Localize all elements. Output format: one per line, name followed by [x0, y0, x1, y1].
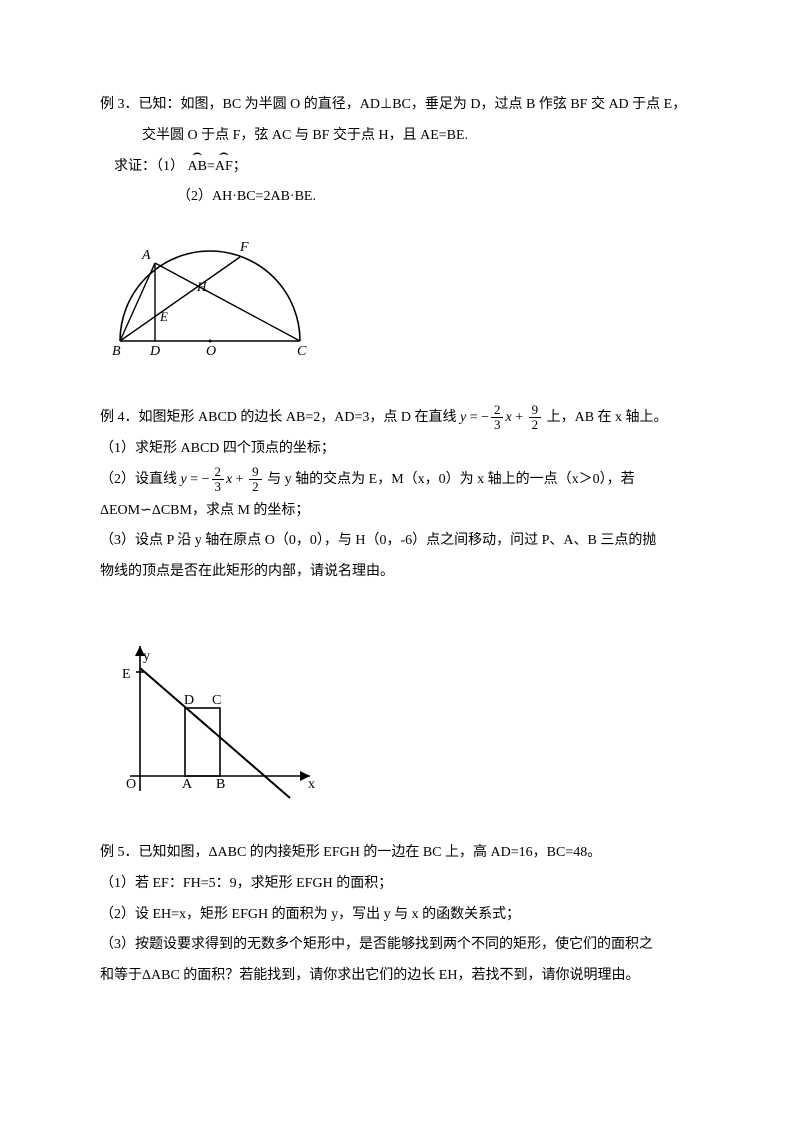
ex4-q3a: （3）设点 P 沿 y 轴在原点 O（0，0），与 H（0，-6）点之间移动，问…: [100, 526, 700, 557]
ex3-line1: 例 3．已知：如图，BC 为半圆 O 的直径，AD⊥BC，垂足为 D，过点 B …: [100, 90, 700, 121]
svg-text:F: F: [239, 240, 249, 255]
document-page: 例 3．已知：如图，BC 为半圆 O 的直径，AD⊥BC，垂足为 D，过点 B …: [0, 0, 800, 1032]
ex4-intro-a: 例 4．如图矩形 ABCD 的边长 AB=2，AD=3，点 D 在直线: [100, 410, 456, 425]
ex4-intro: 例 4．如图矩形 ABCD 的边长 AB=2，AD=3，点 D 在直线 y = …: [100, 403, 700, 434]
frac-2-3b: 23: [212, 465, 225, 495]
ex5-q1: （1）若 EF：FH=5：9，求矩形 EFGH 的面积；: [100, 869, 700, 900]
frac-2-3: 23: [491, 403, 504, 433]
svg-text:C: C: [212, 693, 221, 708]
eq-eq: = −: [466, 410, 489, 425]
ex4-q3b: 物线的顶点是否在此矩形的内部，请说名理由。: [100, 557, 700, 588]
ex3-semi: ；: [233, 159, 247, 174]
eq-eq2: = −: [187, 472, 210, 487]
svg-text:H: H: [196, 279, 207, 294]
frac-9-2: 92: [529, 403, 542, 433]
ex4-figure: y x O E A B D C: [100, 636, 700, 806]
svg-text:y: y: [143, 649, 150, 664]
ex4-q2b: 与 y 轴的交点为 E，M（x，0）为 x 轴上的一点（x＞0），若: [267, 472, 635, 487]
ex4-intro-b: 上，AB 在 x 轴上。: [547, 410, 668, 425]
ex5-line1: 例 5．已知如图，ΔABC 的内接矩形 EFGH 的一边在 BC 上，高 AD=…: [100, 838, 700, 869]
ex3-q2: （2）AH·BC=2AB·BE.: [100, 182, 700, 213]
ex5-q2: （2）设 EH=x，矩形 EFGH 的面积为 y，写出 y 与 x 的函数关系式…: [100, 900, 700, 931]
eq-plus2: +: [232, 472, 247, 487]
ex4-q2: （2）设直线 y = −23x + 92 与 y 轴的交点为 E，M（x，0）为…: [100, 465, 700, 496]
svg-text:x: x: [308, 777, 315, 792]
ex3-qiuzheng: 求证：（1）: [114, 159, 184, 174]
svg-text:C: C: [297, 344, 307, 359]
svg-text:D: D: [149, 344, 160, 359]
ex5-q3b: 和等于ΔABC 的面积？若能找到，请你求出它们的边长 EH，若找不到，请你说明理…: [100, 961, 700, 992]
svg-text:B: B: [112, 344, 121, 359]
svg-text:E: E: [159, 309, 168, 324]
ex3-prove: 求证：（1） AB=AF；: [100, 152, 700, 183]
svg-text:O: O: [206, 344, 216, 359]
svg-text:A: A: [182, 777, 193, 792]
svg-text:A: A: [141, 248, 151, 263]
frac-9-2b: 92: [249, 465, 262, 495]
arc-ab: AB: [188, 152, 207, 183]
ex4-q1: （1）求矩形 ABCD 四个顶点的坐标；: [100, 434, 700, 465]
arc-af: AF: [215, 152, 233, 183]
eq-plus: +: [512, 410, 527, 425]
svg-text:D: D: [184, 693, 194, 708]
ex3-figure: B D O C A F E H: [100, 221, 700, 371]
ex4-q2c: ΔEOM∽ΔCBM，求点 M 的坐标；: [100, 496, 700, 527]
arc-eq: =: [207, 159, 215, 174]
ex4-q2a: （2）设直线: [100, 472, 177, 487]
svg-text:O: O: [126, 777, 136, 792]
ex5-q3a: （3）按题设要求得到的无数多个矩形中，是否能够找到两个不同的矩形，使它们的面积之: [100, 930, 700, 961]
svg-text:E: E: [122, 667, 131, 682]
svg-text:B: B: [216, 777, 225, 792]
